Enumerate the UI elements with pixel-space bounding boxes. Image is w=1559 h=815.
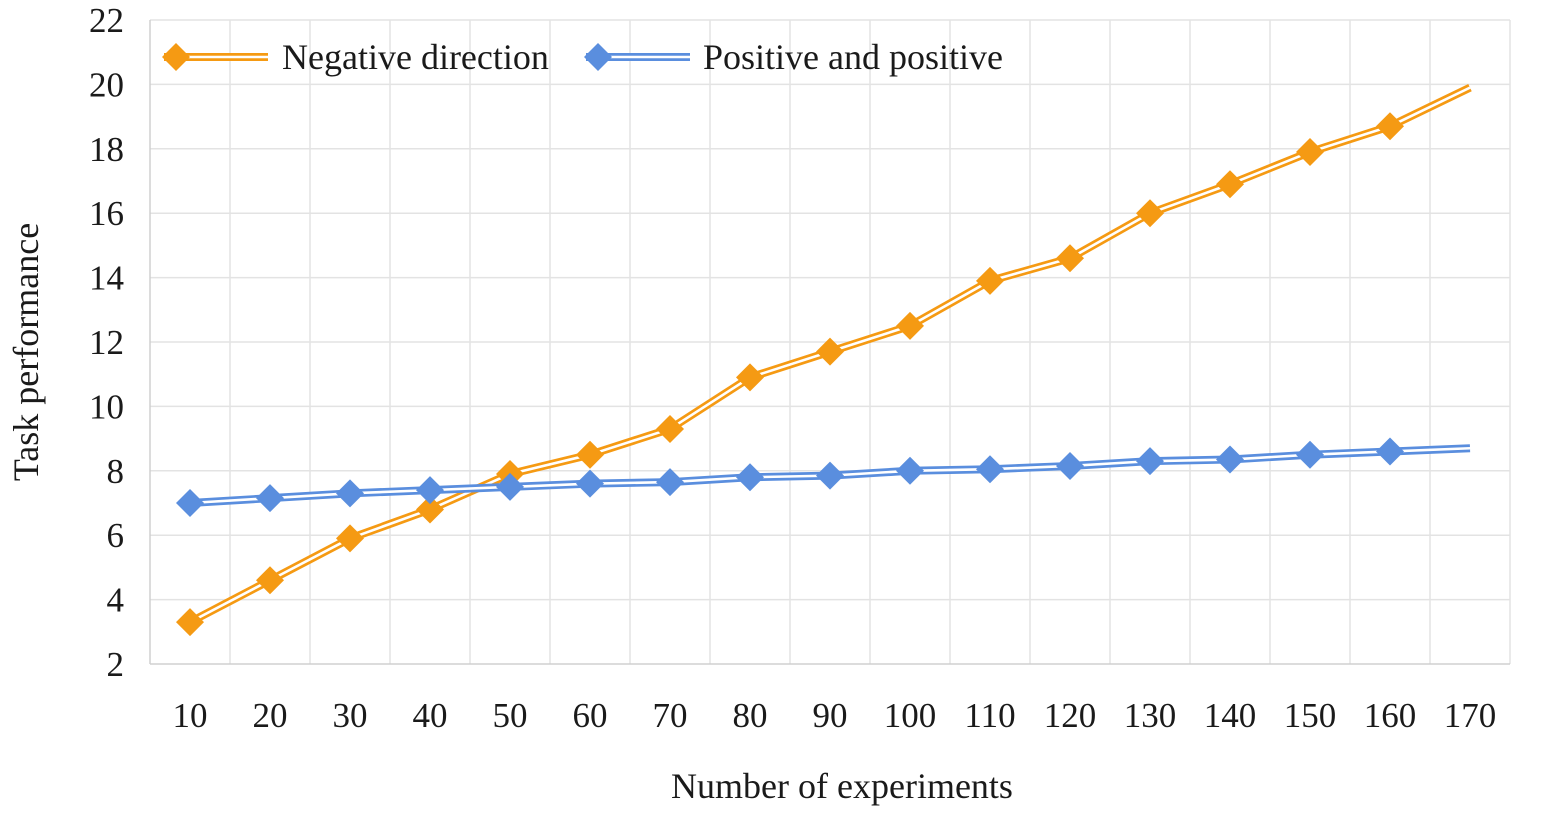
data-point-marker (576, 469, 604, 498)
x-tick-label: 60 (573, 696, 608, 735)
x-tick-label: 10 (173, 696, 208, 735)
x-tick-label: 100 (884, 696, 937, 735)
gridlines (150, 19, 1511, 664)
legend-swatch-negative (162, 43, 268, 71)
data-point-marker (336, 524, 364, 553)
x-tick-label: 70 (653, 696, 688, 735)
x-tick-label: 90 (813, 696, 848, 735)
legend-marker (162, 43, 190, 71)
series-positive-and-positive (176, 437, 1471, 517)
y-tick-label: 18 (89, 130, 124, 169)
x-tick-label: 120 (1044, 696, 1097, 735)
y-tick-label: 22 (89, 1, 124, 40)
y-tick-label: 20 (89, 65, 124, 104)
data-point-marker (896, 311, 924, 340)
series-negative-direction (176, 84, 1472, 637)
y-tick-label: 8 (107, 452, 125, 491)
x-tick-label: 30 (333, 696, 368, 735)
data-point-marker (1056, 451, 1084, 480)
data-point-marker (736, 463, 764, 492)
data-point-marker (896, 456, 924, 485)
data-point-marker (1136, 199, 1164, 228)
data-point-marker (496, 472, 524, 501)
data-point-marker (576, 440, 604, 469)
x-tick-label: 80 (733, 696, 768, 735)
data-point-marker (1376, 437, 1404, 466)
y-tick-label: 4 (107, 581, 125, 620)
x-tick-label: 20 (253, 696, 288, 735)
y-tick-label: 10 (89, 387, 124, 426)
legend: Negative direction Positive and positive (162, 37, 1003, 77)
legend-swatch-positive (584, 43, 690, 71)
axes (149, 20, 1510, 665)
data-point-marker (256, 484, 284, 513)
data-point-marker (336, 479, 364, 508)
y-tick-label: 12 (89, 323, 124, 362)
x-tick-label: 110 (964, 696, 1015, 735)
data-point-marker (656, 468, 684, 497)
x-tick-label: 40 (413, 696, 448, 735)
y-tick-label: 14 (89, 259, 124, 298)
x-axis-title: Number of experiments (671, 766, 1013, 806)
data-point-marker (256, 566, 284, 595)
data-point-marker (416, 476, 444, 505)
data-point-marker (656, 414, 684, 443)
legend-label-negative: Negative direction (282, 37, 549, 77)
y-axis-title: Task performance (6, 223, 46, 481)
data-point-marker (1136, 447, 1164, 476)
x-tick-label: 150 (1284, 696, 1337, 735)
data-point-marker (1296, 138, 1324, 167)
data-point-marker (1216, 170, 1244, 199)
legend-item-negative: Negative direction (162, 37, 549, 77)
data-point-marker (1216, 445, 1244, 474)
data-point-marker (1296, 440, 1324, 469)
x-tick-label: 50 (493, 696, 528, 735)
data-point-marker (976, 266, 1004, 295)
data-point-marker (416, 495, 444, 524)
x-tick-label: 130 (1124, 696, 1177, 735)
legend-marker (584, 43, 612, 71)
series-group (176, 84, 1472, 637)
data-point-marker (816, 461, 844, 490)
x-tick-label: 160 (1364, 696, 1417, 735)
y-tick-label: 6 (107, 516, 125, 555)
tick-labels: 2 4 6 8 10 12 14 16 18 20 22 10 20 30 40 50 60 70 80 90 100 1… (89, 1, 1496, 735)
y-tick-label: 16 (89, 194, 124, 233)
data-point-marker (176, 608, 204, 637)
legend-label-positive: Positive and positive (703, 37, 1003, 77)
data-point-marker (976, 455, 1004, 484)
data-point-marker (1376, 112, 1404, 141)
y-tick-label: 2 (107, 645, 125, 684)
data-point-marker (736, 363, 764, 392)
x-tick-label: 140 (1204, 696, 1257, 735)
legend-item-positive: Positive and positive (584, 37, 1003, 77)
x-tick-label: 170 (1444, 696, 1497, 735)
data-point-marker (1056, 244, 1084, 273)
data-point-marker (176, 489, 204, 517)
data-point-marker (816, 337, 844, 366)
